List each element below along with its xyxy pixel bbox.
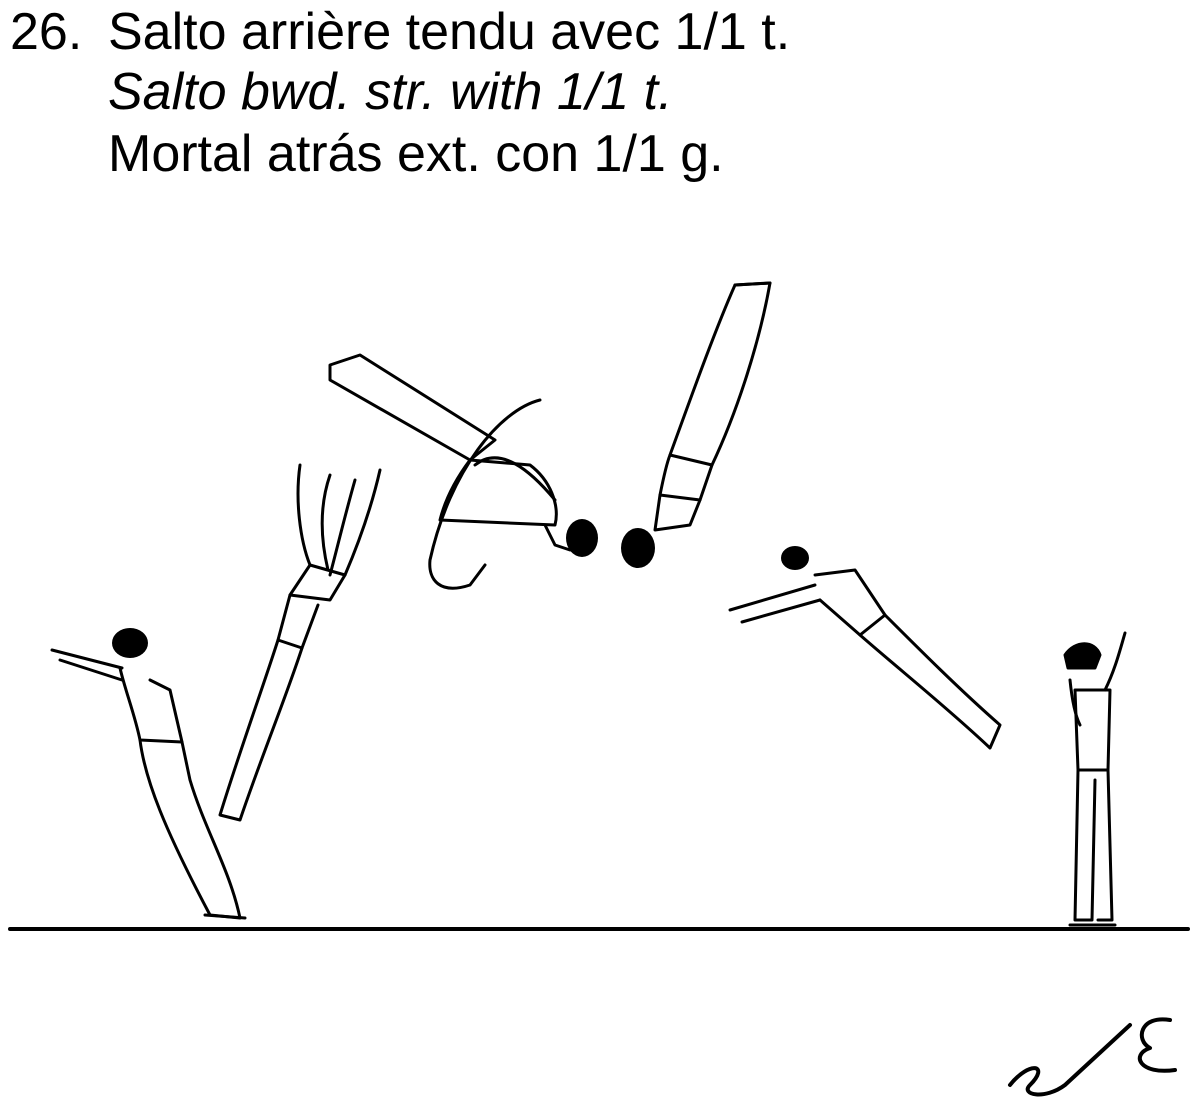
element-name-spanish: Mortal atrás ext. con 1/1 g. (108, 125, 724, 183)
gymnast-twisting-icon (328, 353, 598, 590)
gymnast-takeoff-icon (50, 628, 247, 920)
element-name-english: Salto bwd. str. with 1/1 t. (108, 63, 673, 121)
gymnast-landed-icon (1063, 631, 1127, 927)
gymnast-inverted-icon (621, 281, 772, 568)
gymnast-rising-icon (218, 463, 382, 822)
element-number: 26. (10, 3, 83, 61)
signature-mark (1008, 1017, 1177, 1097)
gymnast-descending-icon (728, 546, 1002, 750)
element-name-french: Salto arrière tendu avec 1/1 t. (108, 3, 791, 61)
